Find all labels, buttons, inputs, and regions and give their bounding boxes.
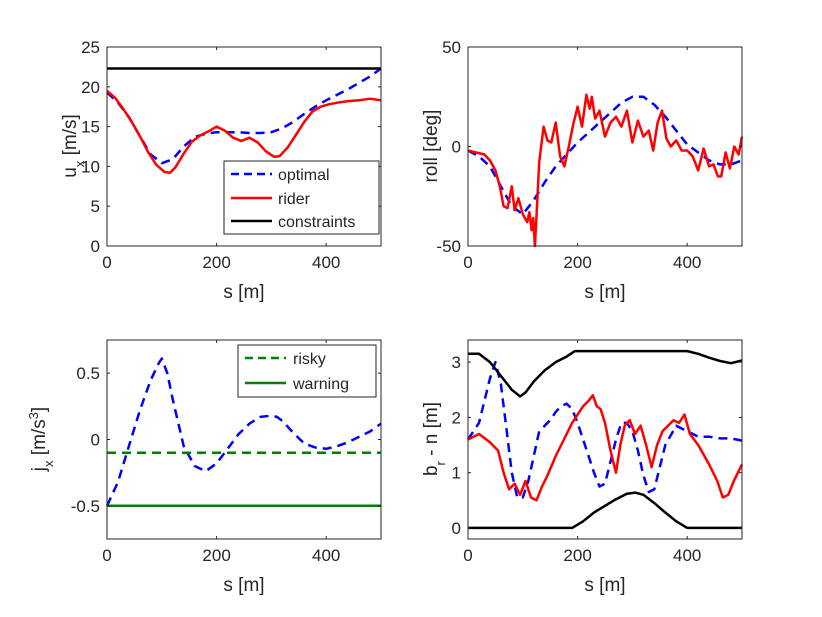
y-tick-label: 0 <box>91 431 100 450</box>
x-tick-label: 0 <box>102 546 111 565</box>
legend: optimal rider constraints <box>223 160 380 235</box>
x-tick-label: 0 <box>463 546 472 565</box>
panel-boundary: 0 200 400 0 1 2 3 s [m] br - n [m] <box>421 339 744 596</box>
panel-jerk: 0 200 400 -0.5 0 0.5 s [m] jx [m/s3] risky wa… <box>26 339 382 596</box>
y-tick-label: 5 <box>91 197 100 216</box>
legend-label-optimal: optimal <box>278 167 330 184</box>
legend-label-constraints: constraints <box>278 214 355 231</box>
x-tick-label: 200 <box>563 546 591 565</box>
x-tick-label: 400 <box>673 253 701 272</box>
y-tick-label: 15 <box>81 118 100 137</box>
y-tick-label: 0.5 <box>76 364 100 383</box>
y-tick-label: 50 <box>442 38 461 57</box>
y-axis-label: roll [deg] <box>421 110 442 183</box>
y-tick-label: 20 <box>81 78 100 97</box>
x-tick-label: 200 <box>202 253 230 272</box>
y-tick-label: 2 <box>452 408 461 427</box>
axes-box <box>467 339 743 540</box>
x-tick-label: 400 <box>312 253 340 272</box>
x-axis-label: s [m] <box>584 282 625 303</box>
y-tick-label: 0 <box>91 237 100 256</box>
y-axis-label: jx [m/s3] <box>26 407 56 472</box>
y-axis-label: br - n [m] <box>421 402 448 476</box>
y-tick-label: 10 <box>81 157 100 176</box>
series-line-optimal <box>466 360 743 499</box>
series-line-optimal <box>106 67 382 165</box>
legend-label-rider: rider <box>278 191 311 208</box>
y-axis-label: ux [m/s] <box>60 114 87 178</box>
legend-label-warning: warning <box>292 376 349 393</box>
y-tick-label: -0.5 <box>71 497 100 516</box>
series-line-optimal <box>105 357 382 507</box>
legend: risky warning <box>237 344 377 398</box>
y-tick-label: 0 <box>452 519 461 538</box>
x-tick-label: 400 <box>312 546 340 565</box>
series-line-constraint-upper <box>468 349 743 398</box>
series-line-rider <box>467 93 744 248</box>
series-line-optimal <box>467 95 743 216</box>
axes-box <box>106 46 382 247</box>
x-tick-label: 200 <box>563 253 591 272</box>
legend-box <box>237 344 377 398</box>
axes-box <box>467 46 743 247</box>
x-tick-label: 400 <box>673 546 701 565</box>
x-tick-label: 200 <box>202 546 230 565</box>
panel-speed: 0 200 400 0 5 10 15 20 25 s [m] ux [m/s] optimal… <box>60 38 382 303</box>
y-tick-label: 25 <box>81 38 100 57</box>
x-axis-label: s [m] <box>223 575 264 596</box>
legend-label-risky: risky <box>293 351 326 368</box>
series-line-rider <box>467 394 744 502</box>
x-tick-label: 0 <box>102 253 111 272</box>
y-tick-label: 1 <box>452 464 461 483</box>
x-axis-label: s [m] <box>223 282 264 303</box>
y-tick-label: 0 <box>452 138 461 157</box>
y-tick-label: -50 <box>436 237 461 256</box>
series-line-rider <box>106 89 382 175</box>
y-tick-label: 3 <box>452 353 461 372</box>
series-line-constraint-lower <box>468 491 742 530</box>
x-tick-label: 0 <box>463 253 472 272</box>
x-axis-label: s [m] <box>584 575 625 596</box>
